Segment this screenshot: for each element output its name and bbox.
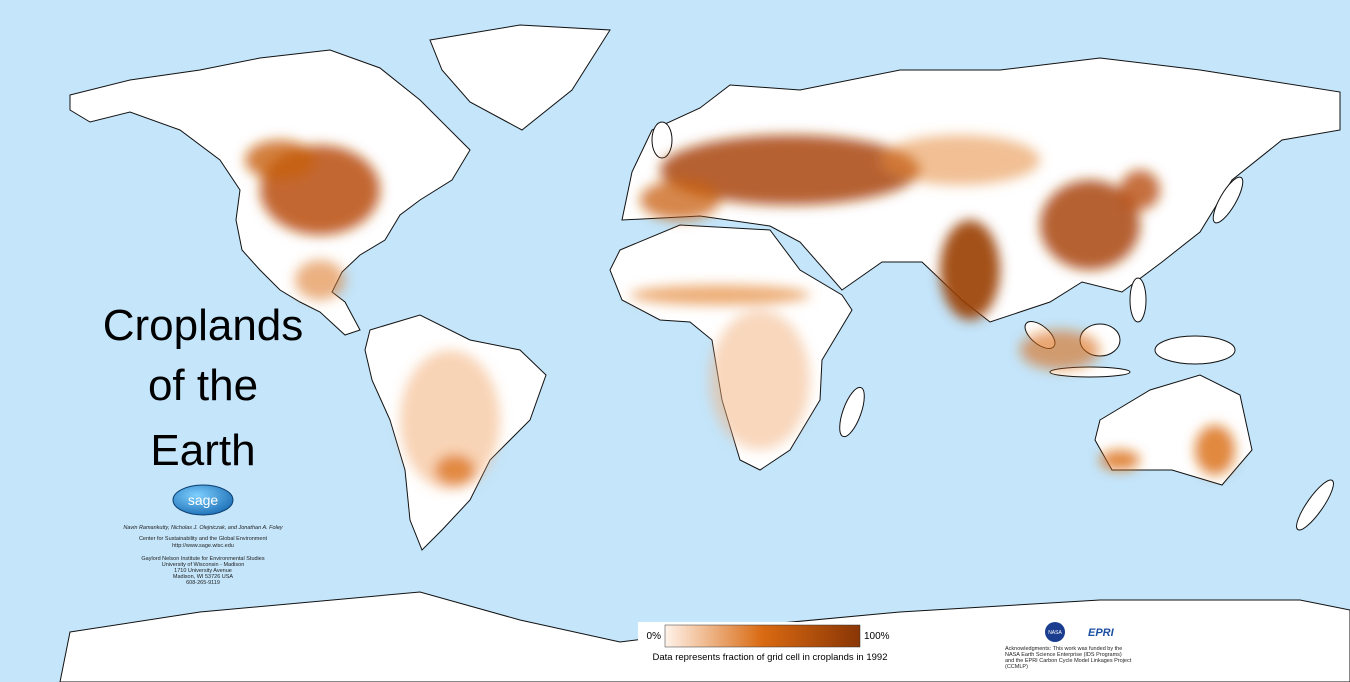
sponsors: NASA EPRI Acknowledgments: This work was… [1005, 622, 1132, 670]
legend-end-label: 0% [647, 631, 662, 642]
acknowledgment-line: Acknowledgments: This work was funded by… [1005, 646, 1122, 652]
sponsor: NASA [1048, 630, 1062, 636]
credits: Navin Ramankutty, Nicholas J. Olejniczak… [123, 525, 284, 586]
authors: Navin Ramankutty, Nicholas J. Olejniczak… [123, 525, 284, 531]
title-line: of the [148, 361, 258, 410]
center-line: http://www.sage.wisc.edu [172, 543, 234, 549]
color-ramp [664, 624, 861, 648]
address-line: 1710 University Avenue [174, 568, 232, 574]
sage-logo: sage [172, 484, 234, 516]
legend-end-label: 100% [864, 631, 890, 642]
address-line: University of Wisconsin - Madison [162, 562, 245, 568]
address-line: Gaylord Nelson Institute for Environment… [141, 556, 264, 562]
acknowledgment-line: NASA Earth Science Enterprise (IDS Progr… [1005, 652, 1122, 658]
center-line: Center for Sustainability and the Global… [139, 536, 268, 542]
title-block: Croplands of the Earth [103, 301, 304, 475]
acknowledgment-line: and the EPRI Carbon Cycle Model Linkages… [1005, 658, 1132, 664]
nasa-logo [1045, 622, 1065, 642]
legend: Data represents fraction of grid cell in… [638, 622, 906, 666]
acknowledgment-line: (CCMLP) [1005, 664, 1028, 670]
sponsor: EPRI [1088, 627, 1115, 639]
legend-caption: Data represents fraction of grid cell in… [653, 652, 888, 663]
logo-text: sage [188, 492, 219, 508]
address-line: 608-265-9119 [186, 580, 220, 586]
cropland-shading [245, 135, 1235, 490]
address-line: Madison, WI 53726 USA [173, 574, 234, 580]
title-line: Croplands [103, 301, 304, 350]
title-line: Earth [150, 426, 255, 475]
